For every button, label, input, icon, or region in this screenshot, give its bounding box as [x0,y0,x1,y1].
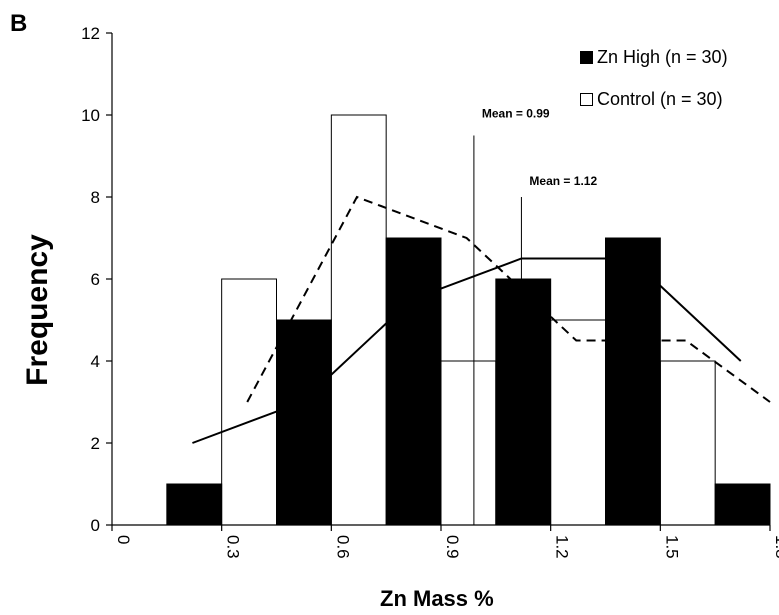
bar-control [330,114,387,526]
legend-item-zn-high: Zn High (n = 30) [580,42,728,72]
trend-line-control [246,195,771,403]
trend-lines-layer [192,195,771,444]
bar-control [550,319,607,526]
bar-zn-high [714,483,771,526]
mean-label-control: Mean = 0.99 [482,107,550,121]
x-tick-label: 0.6 [333,535,352,559]
y-tick-label: 12 [81,24,100,43]
y-tick-label: 0 [91,516,100,535]
bars-layer [166,114,771,526]
mean-label-zn-high: Mean = 1.12 [529,174,597,188]
bar-zn-high [276,319,332,526]
y-axis-label-wrap: Frequency [8,234,68,386]
trend-line-zn-high [192,257,742,444]
y-axis-label: Frequency [21,234,54,386]
open-square-icon [580,92,593,106]
bar-zn-high [495,278,552,526]
axes-layer: 0 2 4 6 8 10 12 0 0.3 0.6 0.9 1.2 1.5 1.8 [81,24,779,559]
bar-zn-high [605,237,661,526]
panel-label: B [10,10,28,37]
bar-control [221,278,278,526]
x-tick-label: 1.8 [772,535,779,559]
bar-control [440,360,497,526]
bar-zn-high [385,237,442,526]
x-tick-label: 1.5 [662,535,681,559]
mean-lines-layer: Mean = 1.12 Mean = 0.99 [473,107,597,525]
bar-control [659,360,716,526]
y-tick-label: 6 [91,270,100,289]
legend-label-zn-high: Zn High (n = 30) [597,46,728,67]
x-tick-label: 0 [114,535,133,544]
legend-label-control: Control (n = 30) [597,88,723,109]
y-tick-label: 4 [91,352,100,371]
y-tick-label: 2 [91,434,100,453]
y-tick-label: 10 [81,106,100,125]
x-tick-label: 0.9 [443,535,462,559]
x-tick-label: 0.3 [224,535,243,559]
x-axis-label: Zn Mass % [380,586,494,611]
y-tick-label: 8 [91,188,100,207]
legend: Zn High (n = 30) Control (n = 30) [580,42,728,126]
bar-zn-high [166,483,223,526]
filled-square-icon [580,50,593,64]
x-tick-label: 1.2 [553,535,572,559]
legend-item-control: Control (n = 30) [580,84,728,114]
